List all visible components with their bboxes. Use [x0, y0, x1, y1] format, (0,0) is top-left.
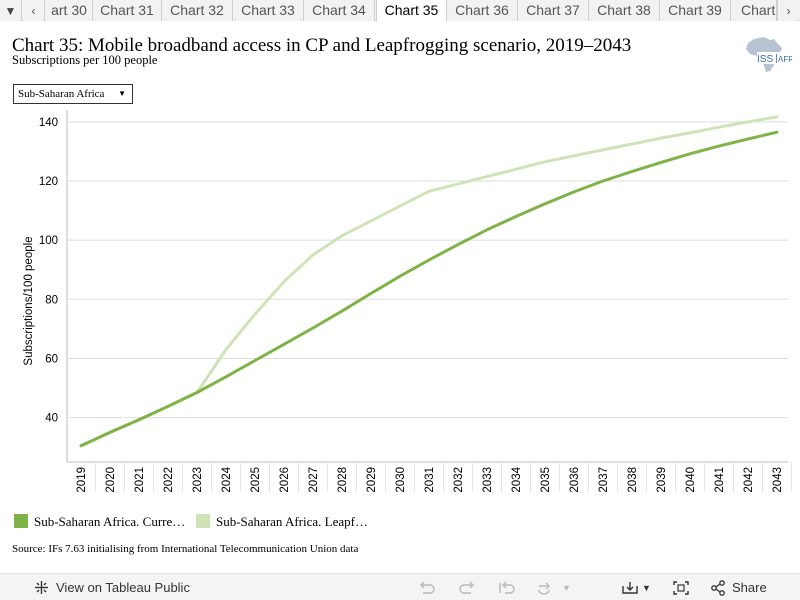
chevron-right-icon: › — [786, 3, 791, 18]
undo-button[interactable] — [418, 574, 436, 600]
tab-chart-38[interactable]: Chart 38 — [589, 0, 660, 21]
x-tick-label: 2041 — [714, 467, 726, 493]
tab-menu-button[interactable]: ▼ — [0, 0, 22, 21]
tab-chart-34[interactable]: Chart 34 — [304, 0, 375, 21]
svg-text:ISS: ISS — [757, 54, 773, 65]
x-tick-label: 2026 — [279, 467, 291, 493]
x-tick-label: 2032 — [453, 467, 465, 493]
refresh-icon — [536, 581, 554, 595]
x-tick-label: 2033 — [482, 467, 494, 493]
tab-chart-32[interactable]: Chart 32 — [162, 0, 233, 21]
x-tick-label: 2027 — [308, 467, 320, 493]
chart-title: Chart 35: Mobile broadband access in CP … — [12, 35, 632, 56]
chevron-down-icon: ▼ — [562, 582, 571, 593]
caret-down-icon: ▼ — [118, 89, 126, 98]
x-tick-label: 2023 — [192, 467, 204, 493]
x-tick-label: 2043 — [772, 467, 784, 493]
y-tick-label: 80 — [45, 294, 58, 306]
tab-chart-36[interactable]: Chart 36 — [447, 0, 518, 21]
y-axis-label: Subscriptions/100 people — [23, 236, 35, 365]
refresh-button[interactable]: ▼ — [536, 574, 571, 600]
x-tick-label: 2021 — [134, 467, 146, 493]
x-tick-label: 2034 — [511, 466, 523, 492]
download-icon — [621, 580, 639, 596]
fullscreen-button[interactable] — [672, 574, 690, 600]
legend-label-current: Sub-Saharan Africa. Curre… — [34, 514, 186, 529]
x-tick-label: 2029 — [366, 467, 378, 493]
x-tick-label: 2022 — [163, 467, 175, 493]
chart-subtitle: Subscriptions per 100 people — [12, 53, 158, 67]
download-button[interactable]: ▼ — [621, 574, 651, 600]
series-line-current[interactable] — [79, 130, 779, 448]
tableau-toolbar: View on Tableau Public ▼ ▼ Share — [0, 573, 800, 600]
x-tick-label: 2037 — [598, 467, 610, 493]
legend-item-current[interactable]: Sub-Saharan Africa. Curre… — [14, 512, 185, 532]
y-tick-label: 40 — [45, 413, 58, 425]
legend-swatch-leapfrog — [196, 514, 210, 528]
revert-button[interactable] — [498, 574, 516, 600]
grid — [66, 110, 792, 492]
x-tick-label: 2030 — [395, 467, 407, 493]
tab-chart-37[interactable]: Chart 37 — [518, 0, 589, 21]
undo-icon — [418, 581, 436, 595]
share-label: Share — [732, 580, 767, 595]
y-tick-label: 60 — [45, 353, 58, 365]
x-tick-label: 2019 — [76, 467, 88, 493]
legend-swatch-current — [14, 514, 28, 528]
x-tick-label: 2020 — [105, 467, 117, 493]
x-tick-label: 2038 — [627, 467, 639, 493]
y-axis: 40 60 80 100 120 140 — [39, 117, 58, 425]
x-tick-label: 2039 — [656, 467, 668, 493]
tab-scroll-right-button[interactable]: › — [777, 0, 799, 21]
legend-item-leapfrog[interactable]: Sub-Saharan Africa. Leapf… — [196, 512, 368, 532]
tab-bar: ▼ ‹ art 30 Chart 31 Chart 32 Chart 33 Ch… — [0, 0, 800, 22]
region-select[interactable]: Sub-Saharan Africa ▼ — [13, 84, 133, 104]
y-tick-label: 120 — [39, 176, 58, 188]
source-note: Source: IFs 7.63 initialising from Inter… — [12, 543, 359, 555]
chevron-left-icon: ‹ — [31, 3, 36, 18]
line-chart: 40 60 80 100 120 140 2019 2020 2021 2022 2023 2024… — [23, 110, 792, 493]
x-tick-label: 2025 — [250, 467, 262, 493]
fullscreen-icon — [672, 580, 690, 596]
share-button[interactable]: Share — [710, 574, 767, 600]
share-icon — [710, 579, 726, 596]
tab-scroll-left-button[interactable]: ‹ — [23, 0, 45, 21]
x-tick-label: 2040 — [685, 467, 697, 493]
x-tick-label: 2024 — [221, 466, 233, 492]
redo-button[interactable] — [458, 574, 476, 600]
caret-down-icon: ▼ — [4, 3, 17, 18]
x-tick-label: 2035 — [540, 467, 552, 493]
chevron-down-icon: ▼ — [642, 582, 651, 593]
y-tick-label: 140 — [39, 117, 58, 129]
series — [79, 115, 779, 448]
series-line-leapfrog[interactable] — [79, 115, 779, 448]
x-tick-label: 2028 — [337, 467, 349, 493]
tab-chart-39[interactable]: Chart 39 — [660, 0, 731, 21]
x-tick-label: 2031 — [424, 467, 436, 493]
tab-chart-31[interactable]: Chart 31 — [93, 0, 162, 21]
tab-chart-33[interactable]: Chart 33 — [233, 0, 304, 21]
legend-label-leapfrog: Sub-Saharan Africa. Leapf… — [216, 514, 368, 529]
redo-icon — [458, 581, 476, 595]
tab-chart-35[interactable]: Chart 35 — [376, 0, 447, 22]
svg-text:AFRICA: AFRICA — [778, 55, 792, 64]
x-tick-label: 2036 — [569, 467, 581, 493]
tab-chart-30[interactable]: art 30 — [46, 0, 93, 21]
x-axis: 2019 2020 2021 2022 2023 2024 2025 2026 2027 2028… — [76, 466, 784, 492]
iss-africa-logo: ISS AFRICA — [746, 37, 792, 72]
region-select-value: Sub-Saharan Africa — [18, 88, 105, 100]
revert-icon — [498, 581, 516, 595]
tableau-logo-icon — [34, 580, 49, 595]
view-on-tableau-public-button[interactable]: View on Tableau Public — [34, 574, 190, 600]
x-tick-label: 2042 — [743, 467, 755, 493]
y-tick-label: 100 — [39, 235, 58, 247]
view-on-tableau-public-label: View on Tableau Public — [56, 580, 190, 595]
tab-chart-40[interactable]: Chart — [731, 0, 777, 21]
